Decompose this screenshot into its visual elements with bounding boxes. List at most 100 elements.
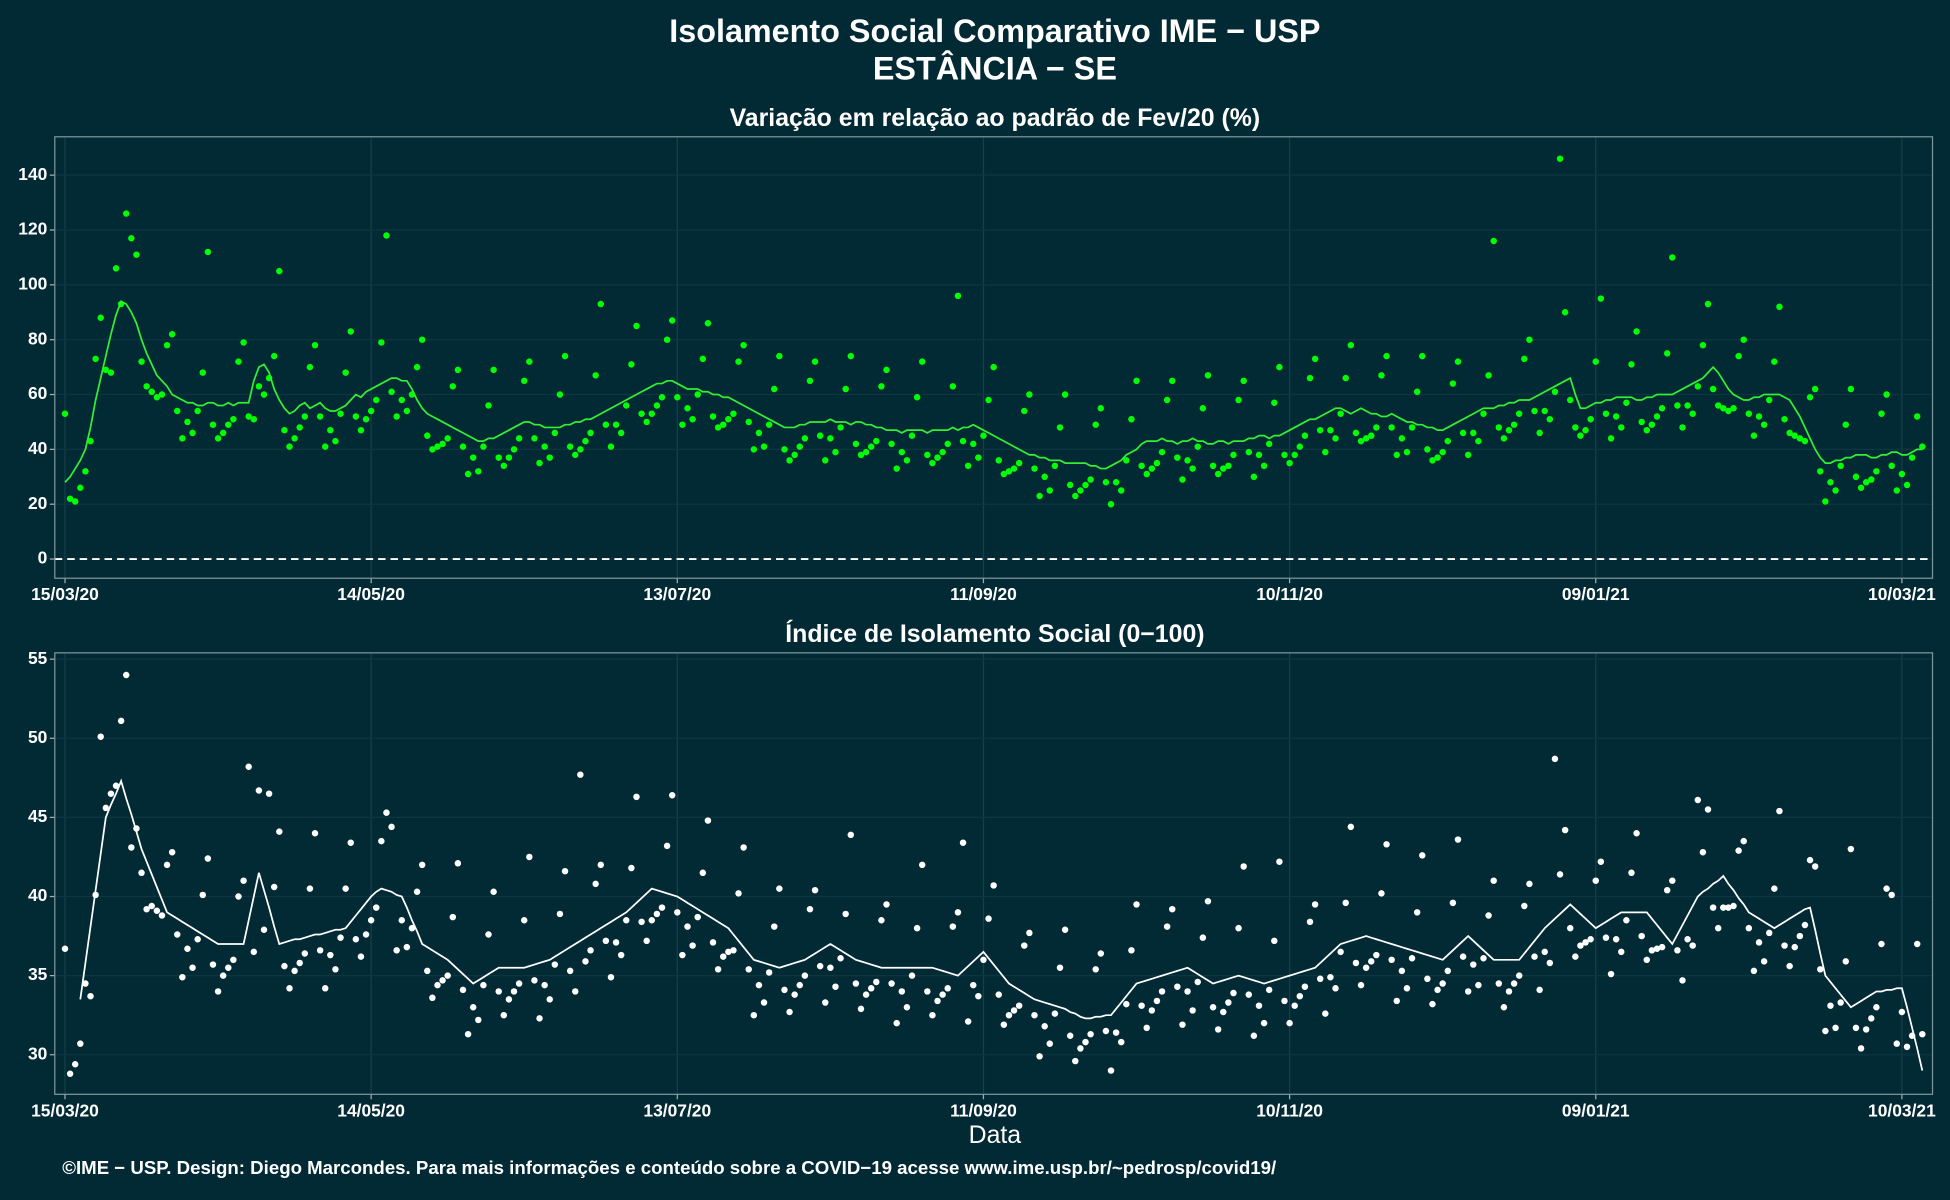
data-point (1189, 465, 1196, 472)
data-point (842, 910, 849, 918)
data-point (163, 861, 171, 869)
data-point (102, 366, 110, 374)
data-point (1220, 1008, 1227, 1016)
data-point (536, 459, 543, 467)
data-point (1776, 807, 1783, 815)
data-point (1602, 934, 1610, 941)
data-point (1352, 429, 1360, 437)
data-point (638, 410, 645, 417)
data-point (1459, 953, 1467, 960)
data-point (1842, 958, 1850, 965)
data-point (1250, 1032, 1258, 1039)
data-point (1669, 254, 1676, 261)
data-point (679, 421, 686, 428)
data-point (740, 341, 747, 349)
data-point (1046, 1040, 1054, 1047)
data-point (1689, 942, 1696, 949)
data-point (1505, 988, 1513, 995)
data-point (561, 867, 569, 875)
data-point (143, 905, 150, 913)
data-point (1066, 1032, 1074, 1039)
trend-line (79, 778, 1924, 1071)
data-point (822, 457, 829, 464)
data-point (230, 956, 237, 964)
data-point (786, 1008, 793, 1016)
data-point (1658, 405, 1666, 412)
data-point (1485, 372, 1492, 379)
data-point (1368, 958, 1375, 965)
data-point (1725, 407, 1732, 415)
data-point (133, 251, 140, 258)
data-point (735, 358, 742, 365)
data-point (454, 366, 462, 374)
data-point (418, 861, 426, 869)
x-tick-label: 14/05/20 (337, 584, 405, 604)
data-point (1291, 1002, 1298, 1009)
data-point (1567, 396, 1574, 404)
data-point (378, 837, 385, 845)
data-point (796, 981, 803, 989)
y-tick-label: 40 (28, 438, 47, 458)
data-point (1051, 462, 1059, 470)
data-point (1602, 410, 1610, 417)
data-point (924, 451, 931, 459)
data-point (602, 937, 610, 945)
data-point (888, 440, 895, 448)
data-point (1674, 947, 1681, 954)
data-point (1005, 1011, 1013, 1019)
data-point (1577, 432, 1584, 439)
data-point (1526, 336, 1533, 343)
data-point (373, 904, 380, 911)
data-point (1209, 462, 1217, 470)
x-tick-label: 09/01/21 (1562, 584, 1630, 604)
data-point (1082, 481, 1089, 489)
data-point (572, 988, 579, 995)
data-point (1750, 432, 1758, 439)
data-point (964, 462, 972, 470)
data-point (1567, 924, 1574, 932)
data-point (1781, 942, 1788, 949)
data-point (1551, 388, 1559, 396)
data-point (138, 358, 145, 365)
data-point (1449, 380, 1457, 387)
data-point (184, 945, 191, 952)
data-point (1255, 451, 1263, 459)
data-point (87, 437, 94, 445)
data-point (1281, 451, 1288, 459)
data-point (1572, 424, 1579, 431)
data-point (449, 913, 457, 921)
data-point (480, 443, 487, 450)
data-point (1026, 929, 1033, 937)
plot-frame (54, 652, 1934, 1095)
data-point (1255, 1002, 1263, 1009)
data-point (1021, 942, 1028, 949)
data-point (1260, 462, 1268, 470)
data-point (1806, 856, 1814, 864)
data-point (638, 918, 645, 926)
plot-frame (54, 136, 1934, 579)
data-point (903, 1004, 911, 1011)
data-point (1163, 396, 1171, 404)
data-point (1296, 443, 1304, 450)
data-point (1745, 924, 1753, 932)
panel-title: Índice de Isolamento Social (0−100) (785, 619, 1204, 648)
data-point (592, 880, 599, 888)
data-point (1434, 986, 1441, 994)
chart-title: Isolamento Social Comparativo IME − USP (669, 13, 1320, 49)
data-point (536, 1015, 543, 1022)
data-point (255, 787, 263, 794)
data-point (352, 413, 360, 420)
data-point (1755, 413, 1763, 420)
data-point (1495, 980, 1503, 987)
data-point (1322, 1010, 1329, 1017)
data-point (1225, 999, 1232, 1006)
data-point (1439, 448, 1446, 456)
data-point (245, 413, 252, 420)
data-point (898, 448, 906, 456)
data-point (1592, 358, 1599, 365)
data-point (1663, 350, 1671, 357)
data-point (1373, 424, 1380, 431)
data-point (1408, 424, 1416, 431)
data-point (276, 267, 283, 275)
data-point (1250, 473, 1258, 481)
